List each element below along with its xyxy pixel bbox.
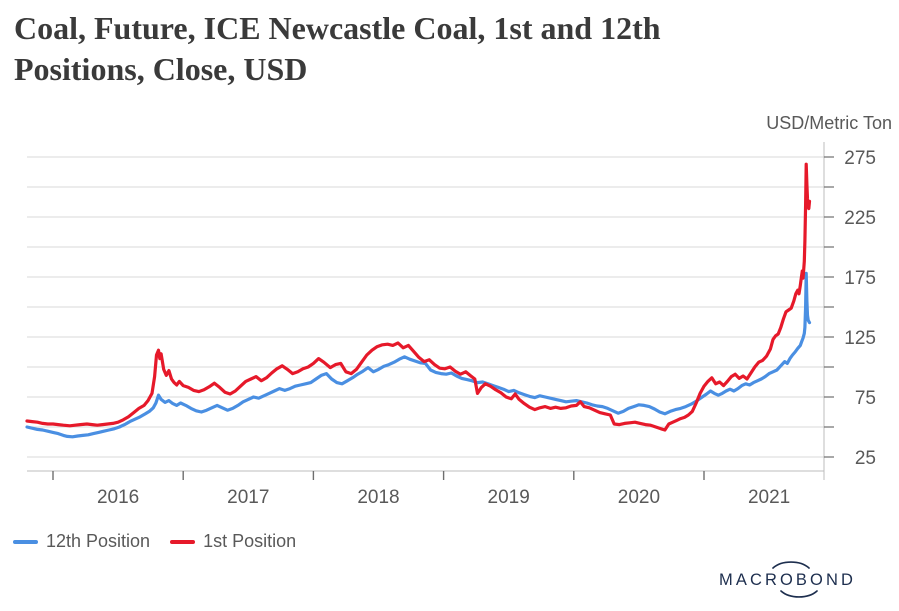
svg-text:2021: 2021: [748, 487, 790, 508]
line-swatch-icon: [170, 539, 196, 544]
svg-text:25: 25: [855, 448, 876, 469]
legend-label: 12th Position: [46, 531, 151, 551]
logo-arc-bottom: [780, 590, 818, 598]
unit-label: USD/Metric Ton: [766, 113, 892, 133]
series-lines: [25, 162, 812, 439]
svg-text:175: 175: [844, 268, 876, 289]
axis-labels: 25 75 125 175 225 275 2016 2017 2018 2019 2020 2021: [97, 148, 876, 508]
legend-item-1st-position[interactable]: 1st Position: [170, 531, 296, 552]
macrobond-logo: MACROBOND: [717, 556, 887, 603]
axis-ticks: [52, 156, 834, 480]
logo-arc-top: [772, 561, 810, 569]
axis-lines: [27, 142, 825, 480]
svg-text:2017: 2017: [227, 487, 269, 508]
logo-text: MACROBOND: [719, 571, 856, 589]
gridlines: [27, 156, 824, 458]
legend-item-12th-position[interactable]: 12th Position: [13, 531, 150, 552]
line-swatch-icon: [13, 539, 38, 544]
legend: 12th Position 1st Position: [13, 531, 296, 552]
svg-text:125: 125: [844, 328, 876, 349]
chart-title: Coal, Future, ICE Newcastle Coal, 1st an…: [14, 10, 661, 87]
svg-text:2016: 2016: [97, 487, 139, 508]
chart-svg: 25 75 125 175 225 275 2016 2017 2018 2019 2020 2021: [25, 142, 876, 508]
svg-text:2019: 2019: [488, 487, 530, 508]
svg-text:2020: 2020: [618, 487, 660, 508]
legend-label: 1st Position: [203, 531, 297, 551]
svg-text:275: 275: [844, 148, 876, 169]
svg-text:75: 75: [855, 388, 876, 409]
svg-text:225: 225: [844, 208, 876, 229]
svg-text:2018: 2018: [357, 487, 399, 508]
